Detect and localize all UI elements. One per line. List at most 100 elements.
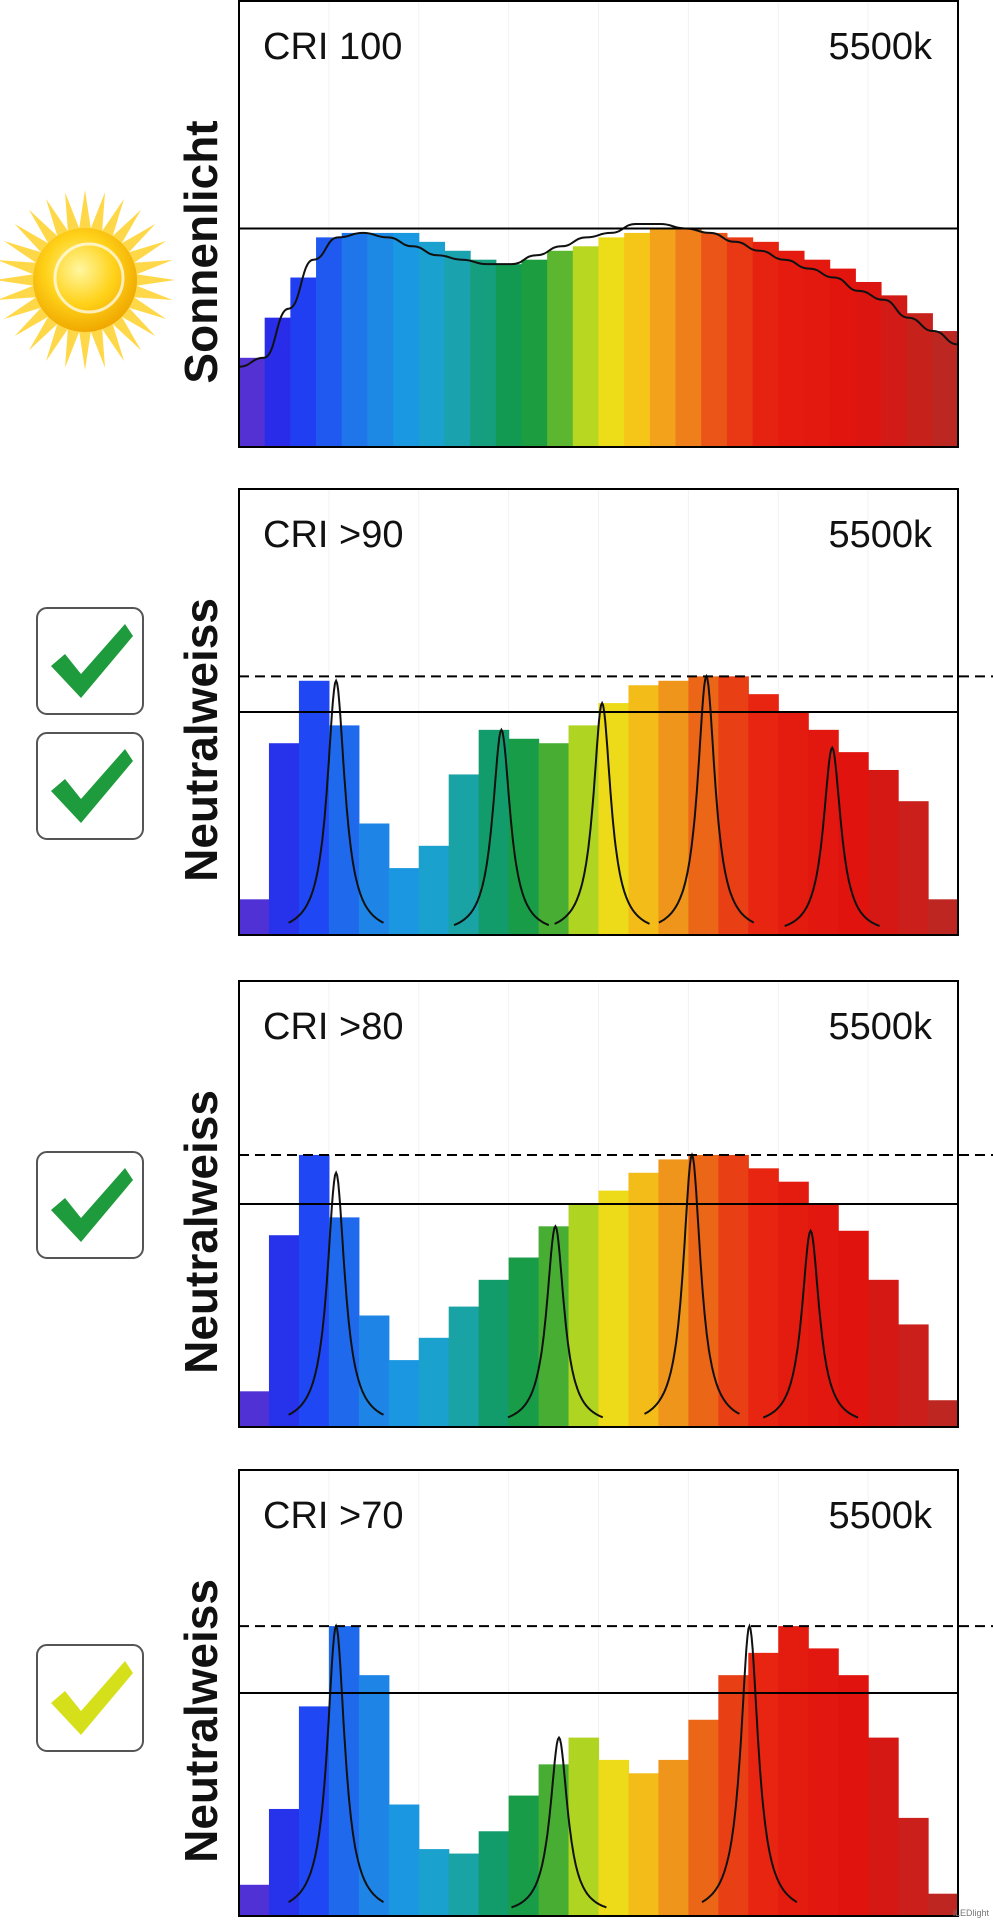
spectrum-bar bbox=[928, 899, 959, 935]
spectrum-bar bbox=[478, 729, 510, 935]
spectrum-bar bbox=[547, 250, 574, 447]
spectrum-bar bbox=[316, 237, 343, 447]
check-icon bbox=[51, 624, 133, 698]
spectrum-bar bbox=[268, 743, 300, 935]
checkbox-frame bbox=[36, 732, 144, 840]
chart-panel: CRI >70 5500k Neutralweiss bbox=[175, 1469, 993, 1917]
spectrum-bar bbox=[418, 1337, 450, 1427]
spectrum-bar bbox=[388, 1360, 420, 1427]
spectrum-bar bbox=[598, 237, 625, 447]
spectrum-bar bbox=[778, 1626, 809, 1916]
spectrum-bar bbox=[358, 823, 390, 935]
chart-panel: CRI >90 5500k Neutralweiss bbox=[175, 488, 993, 936]
checkbox bbox=[36, 1644, 144, 1752]
spectrum-bar bbox=[752, 241, 779, 447]
spectrum-bar bbox=[748, 694, 779, 935]
spectrum-curve bbox=[238, 223, 959, 368]
spectrum-bar bbox=[538, 1226, 570, 1427]
spectrum-bar bbox=[358, 1675, 390, 1916]
spectrum-bar bbox=[393, 232, 420, 447]
side-label: Neutralweiss bbox=[175, 1090, 227, 1374]
spectrum-bar bbox=[658, 1759, 689, 1916]
chart-title: CRI >70 bbox=[263, 1495, 403, 1537]
spectrum-bar bbox=[508, 1257, 540, 1427]
spectrum-bar bbox=[239, 357, 266, 447]
checkbox-frame bbox=[36, 607, 144, 715]
spectrum-bar bbox=[718, 1675, 749, 1916]
spectrum-bar bbox=[388, 868, 420, 935]
spectrum-bar bbox=[868, 1279, 899, 1427]
led-peak-curve bbox=[701, 1623, 798, 1903]
spectrum-bar bbox=[748, 1168, 779, 1427]
spectrum-bar bbox=[538, 743, 570, 935]
spectrum-bar bbox=[268, 1808, 300, 1916]
checkbox bbox=[36, 1151, 144, 1259]
chart-panel: CRI 100 5500k Sonnenlicht bbox=[175, 0, 959, 448]
watermark: iLEDlight bbox=[952, 1908, 989, 1918]
spectrum-bar bbox=[538, 1764, 570, 1916]
spectrum-bar bbox=[358, 1315, 390, 1427]
led-peak-curve bbox=[507, 1224, 604, 1419]
spectrum-bar bbox=[868, 769, 899, 935]
spectrum-bar bbox=[675, 228, 702, 447]
led-peak-curve bbox=[762, 1228, 859, 1419]
color-temperature: 5500k bbox=[828, 1006, 933, 1048]
spectrum-bar bbox=[688, 1154, 719, 1427]
spectrum-bar bbox=[328, 1217, 360, 1427]
spectrum-bar bbox=[239, 1884, 270, 1916]
spectrum-bar bbox=[808, 1648, 839, 1916]
spectrum-bar bbox=[658, 1159, 689, 1427]
led-peak-curve bbox=[288, 1170, 385, 1416]
spectrum-bar bbox=[388, 1804, 420, 1916]
spectrum-bar bbox=[829, 268, 856, 447]
check-icon bbox=[51, 1661, 133, 1735]
spectrum-bar bbox=[624, 232, 651, 447]
spectrum-bar bbox=[367, 232, 394, 447]
sun-icon bbox=[0, 190, 175, 370]
spectrum-bar bbox=[898, 1324, 929, 1427]
chart-frame bbox=[238, 1469, 959, 1917]
spectrum-bar bbox=[880, 295, 908, 447]
spectrum-bar bbox=[898, 1817, 929, 1916]
spectrum-bar bbox=[718, 1154, 749, 1427]
chart-frame bbox=[238, 0, 959, 448]
spectrum-bar bbox=[298, 1154, 330, 1427]
spectrum-bar bbox=[855, 281, 882, 447]
spectrum-bar bbox=[688, 676, 719, 935]
led-peak-curve bbox=[554, 700, 650, 925]
spectrum-bar bbox=[448, 1306, 480, 1427]
spectrum-bar bbox=[521, 259, 548, 447]
spectrum-bar bbox=[444, 250, 471, 447]
spectrum-bar bbox=[898, 801, 929, 935]
spectrum-bar bbox=[701, 232, 728, 447]
led-peak-curve bbox=[288, 678, 385, 924]
spectrum-bar bbox=[803, 259, 831, 447]
spectrum-bar bbox=[508, 738, 540, 935]
spectrum-bar bbox=[628, 685, 660, 935]
spectrum-bar bbox=[341, 232, 368, 447]
spectrum-bar bbox=[649, 228, 677, 447]
side-label: Neutralweiss bbox=[175, 1579, 227, 1863]
spectrum-bar bbox=[598, 703, 630, 935]
spectrum-bar bbox=[418, 845, 450, 935]
spectrum-bar bbox=[495, 264, 523, 447]
color-temperature: 5500k bbox=[828, 514, 933, 556]
spectrum-bar bbox=[448, 1853, 480, 1916]
spectrum-bar bbox=[418, 241, 446, 447]
spectrum-bar bbox=[328, 725, 360, 935]
spectrum-bar bbox=[568, 725, 600, 935]
chart-frame bbox=[238, 488, 959, 936]
spectrum-bar bbox=[838, 1675, 869, 1916]
spectrum-bar bbox=[658, 680, 689, 935]
spectrum-bar bbox=[298, 1706, 330, 1916]
spectrum-bar bbox=[239, 899, 270, 935]
checkbox bbox=[36, 607, 144, 715]
led-peak-curve bbox=[511, 1735, 607, 1909]
spectrum-bar bbox=[470, 259, 497, 447]
spectrum-bar bbox=[778, 250, 805, 447]
sun-shine bbox=[53, 242, 125, 314]
spectrum-bar bbox=[932, 331, 959, 447]
chart-title: CRI 100 bbox=[263, 26, 402, 68]
spectrum-bar bbox=[718, 676, 749, 935]
chart-panel: CRI >80 5500k Neutralweiss bbox=[175, 980, 993, 1428]
